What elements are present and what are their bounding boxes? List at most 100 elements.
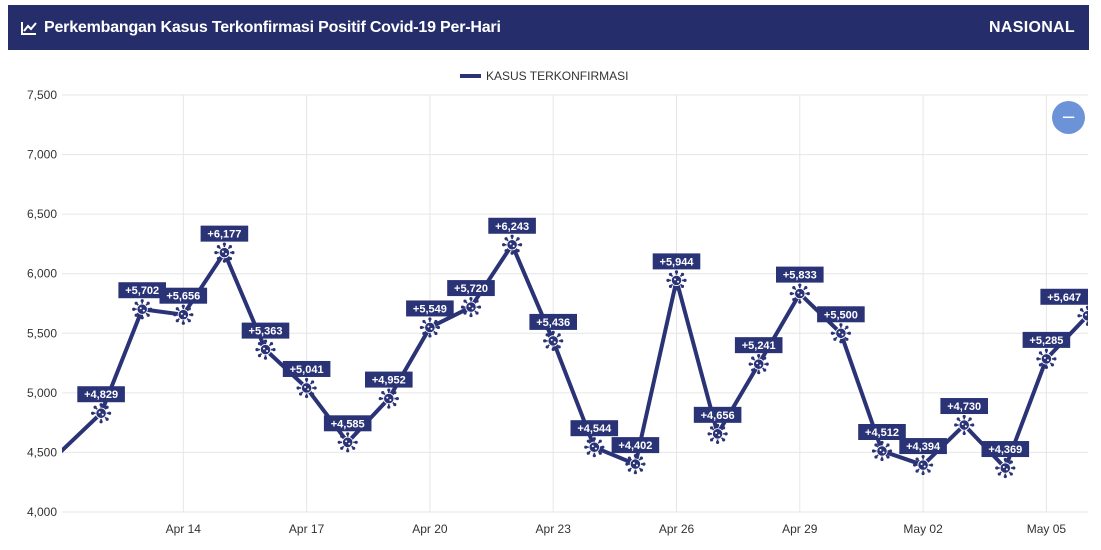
data-label-bg bbox=[447, 280, 495, 297]
data-label-bg bbox=[817, 306, 865, 323]
virus-marker-icon[interactable] bbox=[502, 234, 523, 255]
x-tick-label: Apr 26 bbox=[659, 522, 695, 536]
virus-marker-icon[interactable] bbox=[255, 339, 276, 360]
virus-marker-icon[interactable] bbox=[584, 437, 605, 458]
data-label: +5,500 bbox=[824, 309, 858, 321]
data-label-bg bbox=[200, 225, 249, 242]
virus-marker-icon[interactable] bbox=[954, 414, 975, 436]
y-tick-label: 7,500 bbox=[27, 88, 57, 102]
chart-title: Perkembangan Kasus Terkonfirmasi Positif… bbox=[44, 18, 501, 36]
data-label-bg bbox=[1040, 288, 1088, 305]
data-label-bg bbox=[488, 217, 536, 234]
data-label: +6,177 bbox=[207, 229, 241, 241]
virus-marker-icon[interactable] bbox=[707, 423, 728, 444]
data-label: +5,647 bbox=[1047, 292, 1081, 304]
line-chart-icon bbox=[21, 21, 37, 35]
data-label: +4,656 bbox=[701, 410, 735, 422]
data-label-bg bbox=[611, 437, 660, 454]
virus-marker-icon[interactable] bbox=[666, 270, 687, 291]
data-label: +5,285 bbox=[1029, 335, 1063, 347]
data-label: +4,952 bbox=[372, 375, 406, 387]
virus-marker-icon[interactable] bbox=[132, 299, 153, 320]
data-label: +4,402 bbox=[618, 440, 652, 452]
y-tick-label: 4,500 bbox=[27, 445, 57, 459]
virus-marker-icon[interactable] bbox=[748, 354, 769, 375]
y-tick-label: 5,500 bbox=[27, 326, 57, 340]
virus-marker-icon[interactable] bbox=[337, 432, 358, 453]
data-label: +5,656 bbox=[166, 291, 200, 303]
data-label: +5,363 bbox=[249, 326, 283, 338]
data-label: +4,544 bbox=[577, 423, 612, 435]
data-label-bg bbox=[1022, 331, 1071, 348]
x-tick-label: Apr 23 bbox=[536, 522, 572, 536]
y-tick-label: 6,000 bbox=[27, 267, 57, 281]
virus-marker-icon[interactable] bbox=[173, 304, 194, 325]
minus-icon: − bbox=[1060, 107, 1077, 128]
data-label-bg bbox=[570, 420, 619, 437]
data-label: +6,243 bbox=[495, 221, 529, 233]
data-label: +4,585 bbox=[331, 418, 365, 430]
data-label: +5,436 bbox=[536, 317, 570, 329]
data-label: +5,241 bbox=[742, 340, 776, 352]
data-label-bg bbox=[652, 253, 701, 270]
legend-label[interactable]: KASUS TERKONFIRMASI bbox=[486, 69, 628, 83]
data-label-bg bbox=[981, 441, 1030, 458]
x-tick-label: Apr 14 bbox=[166, 522, 202, 536]
x-tick-label: Apr 29 bbox=[782, 522, 818, 536]
data-label-bg bbox=[899, 438, 947, 455]
data-label: +5,702 bbox=[125, 285, 159, 297]
data-label-bg bbox=[118, 282, 166, 299]
data-label-bg bbox=[365, 371, 413, 388]
series-group bbox=[62, 234, 1097, 479]
data-label-bg bbox=[858, 423, 906, 440]
data-label: +4,369 bbox=[988, 444, 1022, 456]
x-tick-label: May 05 bbox=[1027, 522, 1067, 536]
data-label-bg bbox=[241, 322, 290, 339]
data-label-bg bbox=[159, 287, 208, 304]
data-label: +5,720 bbox=[454, 283, 488, 295]
virus-marker-icon[interactable] bbox=[419, 317, 440, 338]
data-label: +4,730 bbox=[947, 401, 981, 413]
y-tick-label: 7,000 bbox=[27, 148, 57, 162]
data-label-bg bbox=[940, 398, 988, 415]
data-label-bg bbox=[282, 360, 331, 377]
title-wrap: Perkembangan Kasus Terkonfirmasi Positif… bbox=[20, 19, 501, 37]
data-label-bg bbox=[406, 300, 454, 317]
y-tick-label: 4,000 bbox=[27, 505, 57, 519]
virus-marker-icon[interactable] bbox=[1077, 305, 1097, 326]
virus-marker-icon[interactable] bbox=[543, 330, 564, 352]
data-label: +5,944 bbox=[660, 256, 695, 268]
data-label-bg bbox=[323, 415, 372, 432]
virus-marker-icon[interactable] bbox=[913, 454, 934, 476]
virus-marker-icon[interactable] bbox=[995, 457, 1016, 479]
data-label: +4,394 bbox=[906, 441, 941, 453]
virus-marker-icon[interactable] bbox=[789, 283, 810, 304]
virus-marker-icon[interactable] bbox=[378, 388, 399, 409]
data-label-bg bbox=[529, 313, 577, 330]
y-tick-label: 5,000 bbox=[27, 386, 57, 400]
x-tick-label: Apr 20 bbox=[412, 522, 448, 536]
data-label: +5,041 bbox=[290, 364, 324, 376]
data-label-bg bbox=[734, 337, 783, 354]
virus-marker-icon[interactable] bbox=[1036, 348, 1057, 370]
virus-marker-icon[interactable] bbox=[871, 440, 893, 462]
virus-marker-icon[interactable] bbox=[460, 296, 482, 318]
data-label-bg bbox=[776, 266, 824, 283]
collapse-button[interactable]: − bbox=[1052, 101, 1085, 134]
virus-marker-icon[interactable] bbox=[214, 242, 235, 263]
x-tick-label: May 02 bbox=[903, 522, 943, 536]
series-line bbox=[62, 242, 1088, 471]
x-tick-label: Apr 17 bbox=[289, 522, 325, 536]
data-label: +5,833 bbox=[783, 270, 817, 282]
virus-marker-icon[interactable] bbox=[296, 377, 317, 399]
data-label: +4,829 bbox=[84, 389, 118, 401]
virus-marker-icon[interactable] bbox=[91, 403, 112, 424]
data-label: +5,549 bbox=[413, 303, 447, 315]
virus-marker-icon[interactable] bbox=[625, 454, 646, 475]
data-label: +4,512 bbox=[865, 427, 899, 439]
y-tick-label: 6,500 bbox=[27, 207, 57, 221]
chart-header: Perkembangan Kasus Terkonfirmasi Positif… bbox=[8, 5, 1089, 50]
virus-marker-icon[interactable] bbox=[830, 323, 852, 344]
line-chart: 4,000 4,500 5,000 5,500 6,000 6,500 7,000 7,500… bbox=[27, 69, 1097, 536]
data-label-bg bbox=[77, 386, 125, 403]
